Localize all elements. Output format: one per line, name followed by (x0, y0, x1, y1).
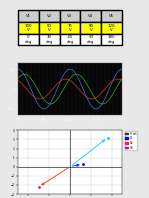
Legend: V tot, V1, V2, V3: V tot, V1, V2, V3 (125, 131, 137, 150)
